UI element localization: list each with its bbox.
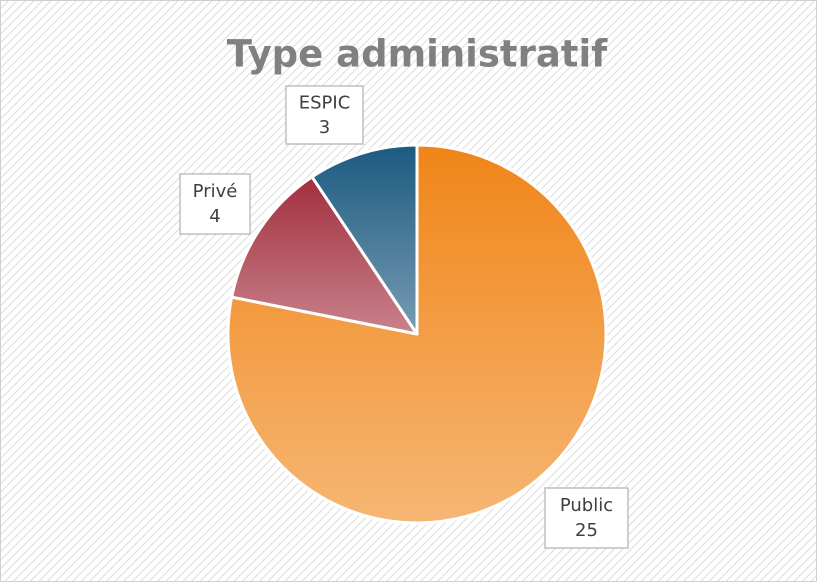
- pie-slice: [310, 143, 419, 336]
- data-label-value: 3: [319, 117, 330, 138]
- data-label-name: Privé: [193, 181, 238, 202]
- data-label-box: [544, 487, 629, 549]
- chart-title: Type administratif: [227, 33, 608, 76]
- data-label-box: [179, 173, 251, 235]
- data-label-value: 4: [209, 206, 220, 227]
- data-label-name: ESPIC: [299, 92, 351, 113]
- data-label-value: 25: [575, 520, 598, 541]
- data-label-name: Public: [560, 495, 613, 516]
- data-label-box: [285, 85, 364, 145]
- pie-slice: [230, 175, 419, 336]
